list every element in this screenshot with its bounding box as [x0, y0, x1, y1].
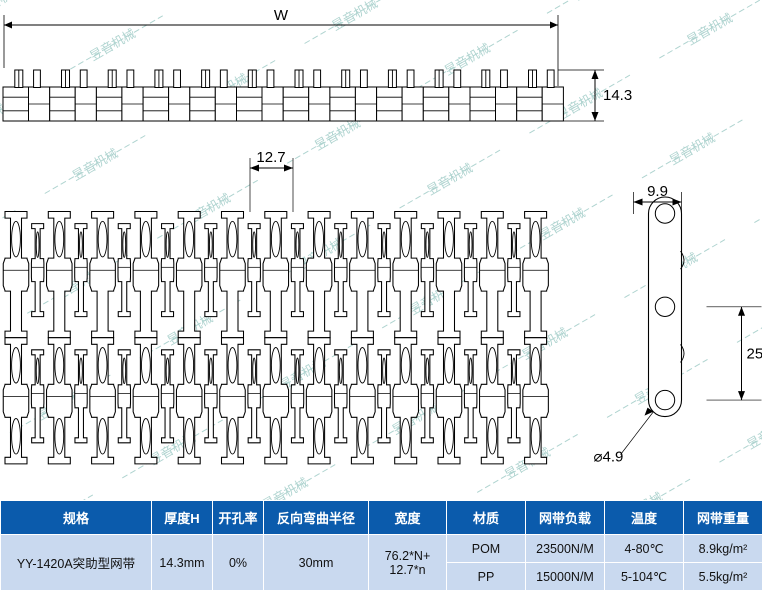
svg-text:昱音机械: 昱音机械: [329, 0, 380, 33]
svg-text:9.9: 9.9: [647, 183, 668, 200]
svg-text:昱音机械: 昱音机械: [614, 489, 665, 500]
svg-text:昱音机械: 昱音机械: [424, 160, 475, 198]
svg-text:14.3: 14.3: [603, 87, 632, 104]
svg-text:昱音机械: 昱音机械: [537, 204, 588, 242]
svg-text:昱音机械: 昱音机械: [259, 474, 310, 500]
svg-text:昱音机械: 昱音机械: [667, 129, 718, 167]
svg-text:⌀4.9: ⌀4.9: [594, 449, 624, 466]
svg-text:W: W: [274, 7, 289, 24]
svg-text:25.4: 25.4: [747, 345, 762, 362]
svg-text:昱音机械: 昱音机械: [572, 0, 623, 3]
svg-text:昱音机械: 昱音机械: [684, 10, 735, 48]
svg-text:12.7: 12.7: [256, 149, 285, 166]
svg-text:昱音机械: 昱音机械: [87, 25, 138, 63]
svg-text:昱音机械: 昱音机械: [69, 145, 120, 183]
